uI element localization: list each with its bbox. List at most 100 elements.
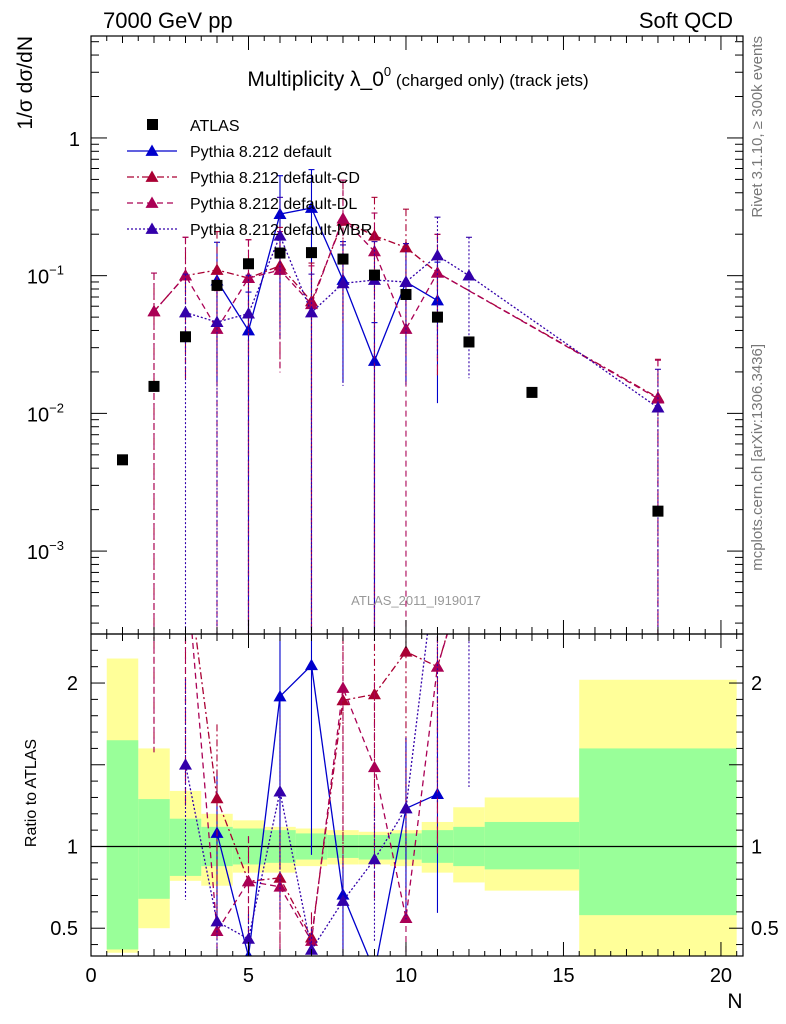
y-tick-label: 10−3 [27,538,64,564]
ratio-point-1 [304,658,318,671]
series-point-3 [430,266,444,278]
y-tick-label: 1 [69,129,80,151]
ratio-point-4 [462,508,475,519]
series-point-4 [241,307,255,319]
ratio-point-3 [273,880,287,892]
inner-band-bin [106,740,139,950]
atlas-data-point [179,331,191,343]
ratio-y-tick-label-left: 2 [67,673,78,695]
series-point-2 [210,263,224,275]
series-point-3 [241,271,255,283]
ratio-point-4 [367,852,381,865]
ratio-point-3 [210,924,224,936]
chart-title: Multiplicity λ_00 (charged only) (track … [247,64,588,91]
x-axis-label: N [727,990,742,1013]
x-tick-label: 5 [243,965,254,987]
series-point-4 [210,315,224,327]
header-right: Soft QCD [638,8,733,33]
ratio-point-4 [210,914,224,927]
y-tick-label: 10−1 [27,263,64,289]
atlas-data-point [652,505,664,517]
atlas-data-point [400,288,412,300]
legend-marker [145,144,159,156]
ratio-frame [90,633,744,957]
rivet-label: Rivet 3.1.10, ≥ 300k events [749,36,766,218]
legend-marker [145,222,159,234]
x-tick-label: 0 [85,965,96,987]
x-tick-label: 15 [552,965,574,987]
atlas-data-point [526,386,538,398]
ratio-point-3 [304,934,318,946]
ratio-point-4 [431,546,444,557]
series-point-1 [273,207,287,219]
ratio-point-3 [399,911,413,924]
series-point-3 [336,212,350,224]
legend-label: Pythia 8.212 default-DL [190,196,357,213]
series-point-1 [304,201,318,213]
atlas-data-point [274,247,286,259]
ratio-point-4 [273,785,287,797]
legend-label: Pythia 8.212 default-CD [190,170,360,187]
header-left: 7000 GeV pp [103,8,233,33]
x-tick-label: 20 [710,965,732,987]
atlas-data-point [148,380,160,392]
ratio-y-tick-label-right: 0.5 [751,918,779,940]
series-line-2 [153,219,659,399]
y-axis-label: 1/σ dσ/dN [14,36,37,130]
series-point-4 [273,229,287,241]
series-point-4 [178,306,192,318]
legend-label: Pythia 8.212 default [190,144,332,161]
ratio-point-4 [399,801,413,814]
chart-title-sub: (charged only) (track jets) [391,71,588,90]
series-point-4 [399,275,413,287]
series-point-3 [273,263,287,275]
analysis-tag: ATLAS_2011_I919017 [351,593,481,608]
series-point-4 [430,249,444,261]
ratio-point-3 [336,681,350,693]
y-tick-label: 10−2 [27,400,64,426]
ratio-y-axis-label: Ratio to ATLAS [23,739,40,847]
legend-marker [145,170,159,182]
atlas-data-point [337,253,349,265]
x-tick-label: 10 [395,965,417,987]
ratio-point-3 [241,874,255,887]
inner-band-bin [138,799,170,899]
mcplots-label: mcplots.cern.ch [arXiv:1306.3436] [749,344,766,571]
series-point-2 [399,241,413,253]
series-point-4 [304,306,318,318]
atlas-data-point [211,279,223,291]
ratio-y-tick-label-right: 1 [751,836,762,858]
series-point-1 [241,323,255,336]
ratio-point-3 [367,760,381,773]
ratio-point-4 [178,758,192,770]
ratio-point-1 [336,888,350,900]
ratio-line-1 [216,663,438,956]
ratio-point-2 [399,645,413,657]
ratio-y-tick-label-left: 0.5 [50,918,78,940]
ratio-point-2 [210,791,224,804]
atlas-data-point [368,269,380,281]
legend: ATLAS Pythia 8.212 default Pythia 8.212 de… [127,118,372,239]
ratio-point-4 [651,81,664,92]
ratio-y-tick-label-right: 2 [751,673,762,695]
legend-label: ATLAS [190,118,240,135]
chart-title-sup: 0 [384,64,391,79]
atlas-data-point [431,311,443,323]
atlas-data-point [242,258,254,270]
ratio-y-tick-label-left: 1 [67,836,78,858]
atlas-data-point [463,336,475,348]
atlas-data-point [116,454,128,466]
series-line-4 [185,234,659,409]
series-point-3 [147,304,161,317]
legend-marker-atlas [147,119,158,130]
inner-band-bin [484,821,580,870]
series-point-4 [651,401,665,413]
atlas-data-point [305,247,317,259]
series-point-4 [336,276,350,289]
inner-band-bin [579,748,737,916]
series-line-3 [153,217,659,400]
series-point-4 [462,269,476,281]
legend-label: Pythia 8.212 default-MBR [190,222,372,239]
ratio-point-1 [273,689,287,702]
